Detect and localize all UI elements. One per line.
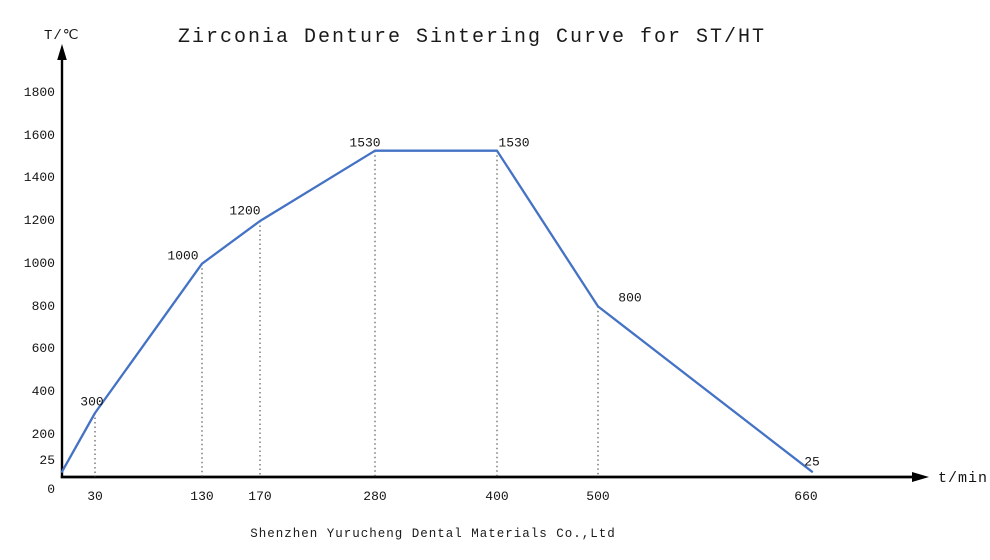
temperature-curve	[60, 149, 814, 473]
x-tick-label-500: 500	[586, 489, 610, 504]
x-axis-label: t/min	[938, 470, 989, 487]
y-tick-label-0: 0	[47, 482, 55, 497]
x-tick-label-400: 400	[485, 489, 509, 504]
point-label-500min-800C: 800	[618, 290, 642, 306]
curve-group	[60, 149, 814, 473]
guide-lines	[94, 150, 599, 477]
point-label-280min-1530C: 1530	[349, 135, 381, 151]
point-label-170min-1200C: 1200	[229, 203, 261, 219]
x-tick-label-280: 280	[363, 489, 387, 504]
y-tick-label-25: 25	[39, 453, 55, 468]
y-tick-label-1000: 1000	[23, 256, 55, 271]
x-tick-label-30: 30	[87, 489, 103, 504]
footer-company-name: Shenzhen Yurucheng Dental Materials Co.,…	[250, 527, 616, 541]
y-tick-label-1200: 1200	[23, 213, 55, 228]
y-tick-label-400: 400	[31, 384, 55, 399]
y-tick-label-600: 600	[31, 341, 55, 356]
point-label-660min-25C: 25	[804, 454, 820, 470]
chart-title: Zirconia Denture Sintering Curve for ST/…	[177, 26, 767, 49]
y-tick-label-1400: 1400	[23, 170, 55, 185]
point-label-130min-1000C: 1000	[167, 248, 199, 264]
x-tick-label-170: 170	[248, 489, 272, 504]
y-tick-label-1800: 1800	[23, 85, 55, 100]
x-tick-label-660: 660	[794, 489, 818, 504]
point-label-30min-300C: 300	[80, 394, 104, 410]
y-tick-label-1600: 1600	[23, 128, 55, 143]
y-tick-label-800: 800	[31, 299, 55, 314]
y-tick-label-200: 200	[31, 427, 55, 442]
y-axis-label: T/℃	[44, 28, 80, 44]
x-tick-label-130: 130	[190, 489, 214, 504]
point-label-400min-1530C: 1530	[498, 135, 530, 151]
y-axis-arrow-icon	[57, 44, 67, 60]
x-axis-arrow-icon	[912, 472, 929, 482]
